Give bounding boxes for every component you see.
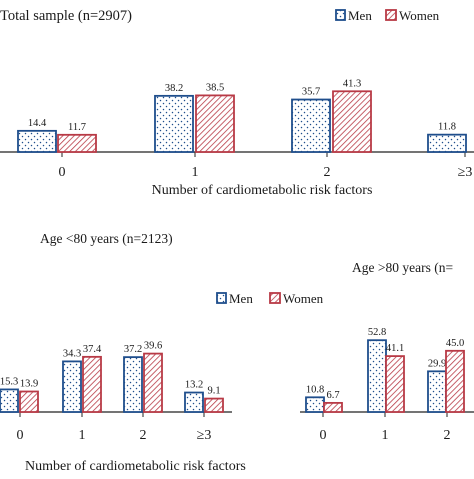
- legend-men-swatch: [335, 9, 346, 21]
- legend-women-label: Women: [283, 291, 324, 306]
- legend-men-label: Men: [229, 291, 253, 306]
- x-tick-label: 2: [324, 165, 331, 180]
- panel2-legend: Men Women: [216, 291, 324, 306]
- x-tick-label: 0: [17, 428, 24, 443]
- bar-women: [385, 355, 405, 413]
- bar-men: [62, 360, 82, 413]
- data-label: 38.2: [165, 83, 183, 94]
- data-label: 11.8: [438, 122, 456, 133]
- bar-men: [427, 133, 467, 153]
- data-label: 35.7: [302, 87, 320, 98]
- legend-women-label: Women: [399, 8, 440, 23]
- bar-women: [82, 355, 102, 413]
- legend-men-label: Men: [348, 8, 372, 23]
- data-label: 45.0: [446, 338, 464, 349]
- x-tick-label: 0: [320, 428, 327, 443]
- data-label: 9.1: [207, 386, 220, 397]
- panel1-legend: Men Women: [335, 8, 440, 23]
- x-tick-label: 2: [444, 428, 451, 443]
- bar-women: [445, 349, 465, 413]
- x-tick-label: 2: [140, 428, 147, 443]
- x-tick-label: ≥3: [197, 428, 212, 443]
- panel1-xlabel: Number of cardiometabolic risk factors: [152, 183, 373, 198]
- data-label: 10.8: [306, 384, 324, 395]
- data-label: 39.6: [144, 341, 162, 352]
- bar-men: [184, 391, 204, 413]
- x-tick-label: 1: [382, 428, 389, 443]
- data-label: 52.8: [368, 327, 386, 338]
- x-tick-label: 0: [59, 165, 66, 180]
- bar-women: [143, 352, 163, 413]
- bar-women: [19, 390, 39, 413]
- data-label: 38.5: [206, 82, 224, 93]
- data-label: 14.4: [28, 118, 47, 129]
- data-label: 37.2: [124, 344, 142, 355]
- data-label: 11.7: [68, 122, 86, 133]
- data-label: 37.4: [83, 344, 102, 355]
- bar-women: [57, 133, 97, 153]
- bar-women: [204, 397, 224, 413]
- x-tick-label: 1: [79, 428, 86, 443]
- bar-men: [367, 339, 387, 413]
- data-label: 15.3: [0, 376, 18, 387]
- legend-men-swatch: [216, 292, 227, 304]
- bar-women: [323, 401, 343, 413]
- bar-men: [154, 94, 194, 153]
- panel2-title: Age <80 years (n=2123): [40, 231, 173, 246]
- data-label: 13.2: [185, 380, 203, 391]
- data-label: 13.9: [20, 378, 38, 389]
- x-tick-label: 1: [192, 165, 199, 180]
- bar-men: [123, 356, 143, 413]
- legend-women-swatch: [385, 9, 397, 21]
- data-label: 41.1: [386, 343, 404, 354]
- data-label: 29.9: [428, 358, 446, 369]
- bottom-xlabel: Number of cardiometabolic risk factors: [25, 459, 246, 474]
- x-tick-label: ≥3: [458, 165, 473, 180]
- bar-women: [195, 94, 235, 153]
- data-label: 34.3: [63, 348, 81, 359]
- bar-men: [305, 396, 325, 413]
- legend-women-swatch: [269, 292, 281, 304]
- data-label: 41.3: [343, 78, 361, 89]
- bar-men: [17, 129, 57, 153]
- bar-men: [427, 370, 447, 413]
- data-label: 6.7: [326, 390, 339, 401]
- panel1-title: Total sample (n=2907): [0, 8, 132, 24]
- bar-men: [291, 98, 331, 153]
- bar-women: [332, 90, 372, 153]
- panel3-title: Age >80 years (n=: [352, 260, 453, 275]
- bar-men: [0, 388, 19, 413]
